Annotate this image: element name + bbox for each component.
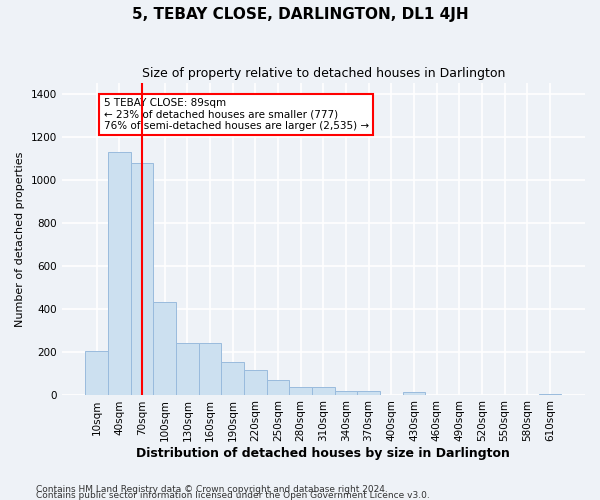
- Bar: [176, 343, 199, 394]
- Bar: [403, 392, 425, 394]
- X-axis label: Distribution of detached houses by size in Darlington: Distribution of detached houses by size …: [136, 447, 510, 460]
- Bar: [85, 350, 108, 395]
- Bar: [131, 162, 154, 394]
- Bar: [335, 392, 358, 394]
- Bar: [358, 392, 380, 394]
- Bar: [199, 343, 221, 394]
- Text: 5, TEBAY CLOSE, DARLINGTON, DL1 4JH: 5, TEBAY CLOSE, DARLINGTON, DL1 4JH: [131, 8, 469, 22]
- Bar: [221, 362, 244, 394]
- Bar: [289, 387, 312, 394]
- Bar: [312, 387, 335, 394]
- Bar: [244, 370, 266, 394]
- Title: Size of property relative to detached houses in Darlington: Size of property relative to detached ho…: [142, 68, 505, 80]
- Text: Contains HM Land Registry data © Crown copyright and database right 2024.: Contains HM Land Registry data © Crown c…: [36, 486, 388, 494]
- Text: Contains public sector information licensed under the Open Government Licence v3: Contains public sector information licen…: [36, 492, 430, 500]
- Bar: [108, 152, 131, 394]
- Bar: [266, 380, 289, 394]
- Text: 5 TEBAY CLOSE: 89sqm
← 23% of detached houses are smaller (777)
76% of semi-deta: 5 TEBAY CLOSE: 89sqm ← 23% of detached h…: [104, 98, 369, 132]
- Y-axis label: Number of detached properties: Number of detached properties: [15, 151, 25, 326]
- Bar: [154, 302, 176, 394]
